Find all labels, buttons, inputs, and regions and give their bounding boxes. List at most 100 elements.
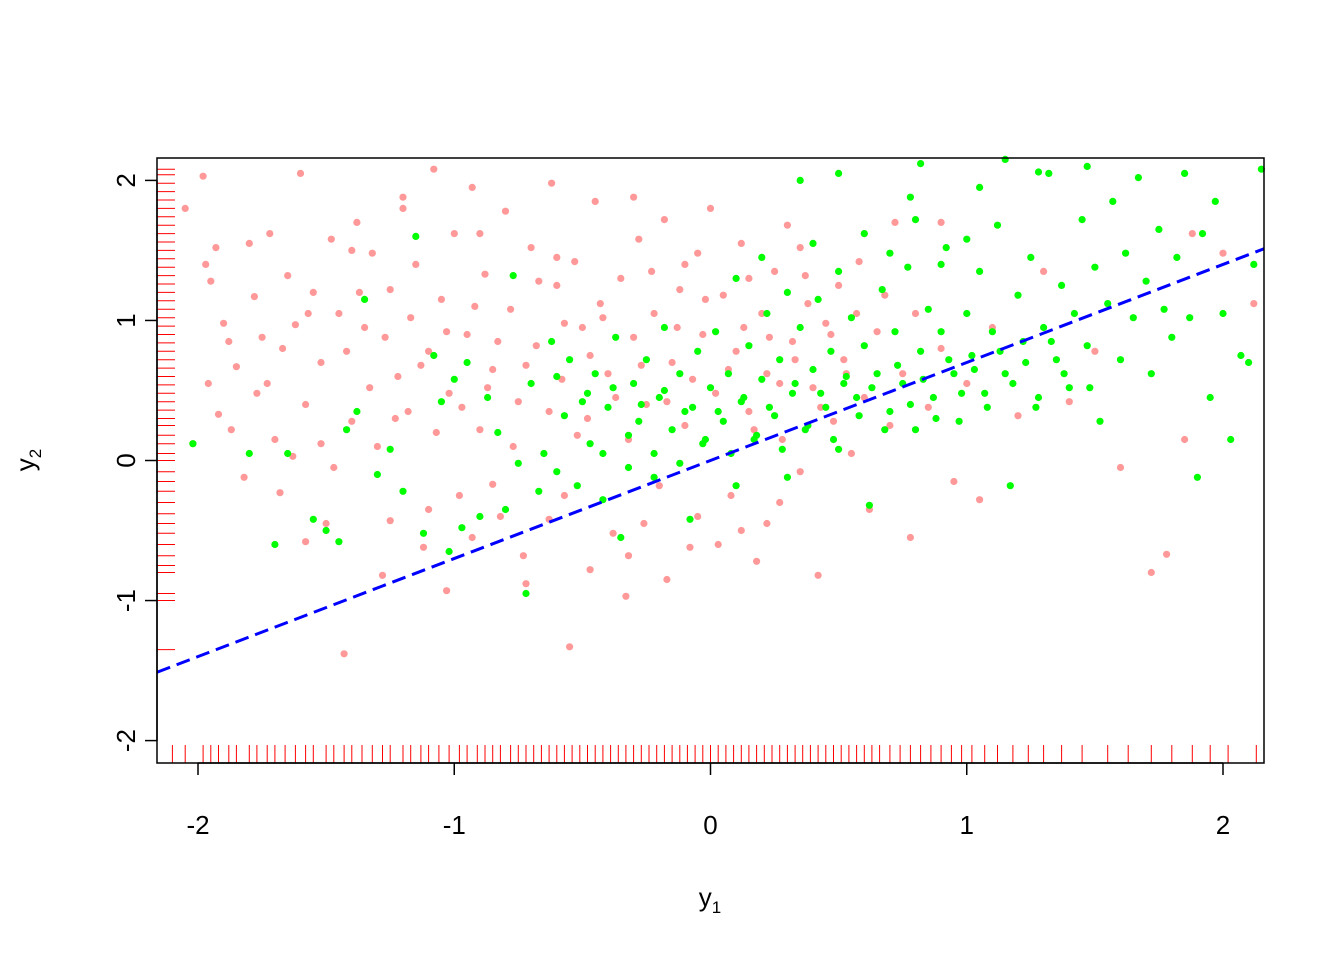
red-point (1181, 435, 1189, 444)
x-axis: -2 -1 0 1 2 (186, 762, 1230, 840)
red-point (609, 529, 617, 537)
green-point (860, 230, 868, 238)
red-point (407, 314, 415, 322)
red-point (763, 519, 771, 528)
red-point (617, 274, 625, 282)
green-point (732, 482, 740, 490)
red-point (765, 333, 774, 341)
green-point (650, 473, 658, 481)
green-point (809, 239, 817, 247)
green-point (412, 232, 420, 240)
green-point (1083, 162, 1091, 170)
green-point (835, 169, 843, 177)
red-point (227, 426, 235, 434)
green-point (527, 379, 535, 388)
green-point (566, 356, 574, 364)
red-point (207, 277, 215, 285)
red-point (873, 328, 881, 336)
red-point (519, 552, 528, 560)
green-point (814, 295, 822, 303)
red-point (950, 477, 958, 486)
red-point (712, 389, 720, 397)
red-point (386, 286, 394, 294)
red-point (296, 169, 305, 177)
red-point (250, 293, 258, 301)
red-point (937, 218, 945, 226)
green-point (745, 342, 753, 350)
green-point (1116, 356, 1125, 364)
red-point (468, 533, 476, 542)
green-point (853, 393, 861, 402)
green-point (881, 426, 889, 434)
red-point (527, 244, 535, 252)
green-point (1091, 263, 1099, 271)
red-point (366, 384, 374, 392)
red-point (976, 496, 984, 504)
green-point (753, 431, 761, 439)
red-point (391, 414, 399, 423)
red-point (381, 333, 389, 341)
green-point (1083, 342, 1091, 350)
green-point (765, 403, 774, 411)
red-point (853, 309, 861, 318)
green-point (419, 529, 428, 537)
green-point (573, 482, 581, 490)
green-point (993, 221, 1002, 229)
red-point (545, 407, 553, 416)
green-point (591, 370, 599, 378)
y-tick-label: 1 (111, 313, 141, 327)
red-point (212, 244, 220, 252)
red-point (740, 323, 748, 332)
red-point (560, 491, 569, 500)
green-point (776, 356, 784, 364)
red-point (612, 393, 620, 402)
y-axis-title-main: y (10, 458, 40, 471)
green-point (650, 449, 658, 458)
red-point (796, 468, 804, 476)
green-point (668, 426, 676, 434)
red-point (322, 519, 330, 528)
red-point (476, 230, 484, 238)
green-point (917, 347, 925, 355)
red-point (817, 403, 825, 411)
reference-line (156, 247, 1265, 674)
red-point (1219, 249, 1227, 257)
red-point (822, 319, 830, 327)
green-point (578, 398, 587, 406)
red-point (835, 281, 843, 289)
red-point (361, 323, 369, 332)
green-point (724, 370, 733, 378)
red-point (963, 379, 971, 388)
green-point (924, 305, 932, 313)
red-point (432, 428, 440, 437)
x-axis-title-subscript: 1 (712, 898, 721, 917)
green-point (655, 393, 663, 402)
y-axis: -2 -1 0 1 2 (111, 173, 158, 752)
red-point (1163, 550, 1171, 558)
red-point (847, 449, 856, 458)
red-point (1014, 412, 1022, 420)
green-point (642, 356, 651, 364)
green-point (817, 389, 825, 397)
green-point (361, 295, 369, 303)
green-point (958, 389, 966, 397)
red-point (750, 426, 758, 434)
red-point (304, 309, 312, 318)
red-point (335, 309, 343, 318)
green-point (373, 470, 381, 479)
red-point (343, 347, 351, 355)
green-point (783, 473, 792, 481)
x-tick-label: -2 (186, 810, 209, 840)
green-point (271, 540, 279, 549)
y-tick-label: -2 (111, 729, 141, 752)
green-point (911, 426, 920, 434)
red-point (373, 442, 381, 451)
red-point (681, 260, 689, 268)
red-point (445, 389, 453, 397)
red-point (745, 407, 753, 416)
green-point (835, 267, 843, 275)
red-point (660, 216, 669, 224)
green-point (681, 407, 689, 416)
green-point (1129, 314, 1137, 322)
red-point (829, 417, 838, 425)
